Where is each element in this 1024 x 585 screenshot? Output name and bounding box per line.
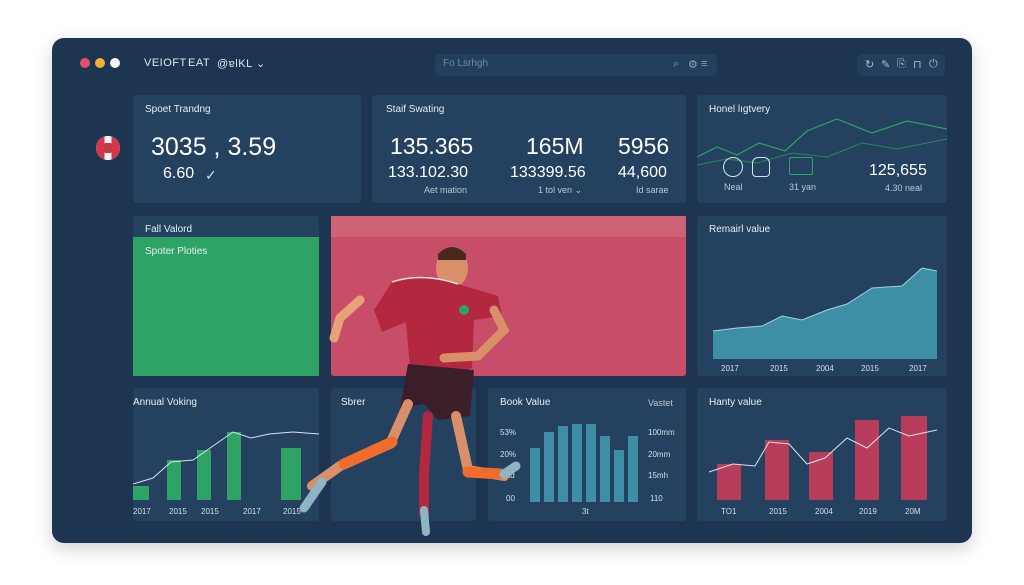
sport-trending-card: Spoet Trandng 3035 , 3.59 6.60 ✓: [133, 95, 361, 203]
search-bar[interactable]: Fo Lsrhgh ⌕ ⚙ ≡: [435, 54, 717, 76]
honel-lightvery-card: Honel lıgtvery Neal 31 yan 125,655 4.30 …: [697, 95, 947, 203]
x-tick: 2015: [769, 507, 787, 516]
stat-value-1: 135.365: [390, 133, 474, 159]
x-tick: 2015: [201, 507, 219, 516]
x-tick: 2017: [721, 364, 739, 373]
card-title: Spoet Trandng: [145, 104, 211, 115]
search-icon[interactable]: ⌕: [673, 58, 680, 70]
y-tick-right: 20mm: [648, 450, 671, 459]
lock-icon[interactable]: ⊓: [913, 59, 922, 71]
panel-title: Remairl value: [709, 224, 771, 235]
y-tick-right: 100mm: [648, 428, 675, 437]
area-chart: [712, 267, 938, 359]
stat-subvalue-2: 133399.56: [510, 164, 586, 181]
y-tick-left: 53%: [500, 428, 517, 437]
maximize-window-icon[interactable]: [110, 58, 120, 68]
hero-header: [331, 216, 686, 237]
x-tick: 2015: [861, 364, 879, 373]
stat-subvalue-3: 44,600: [618, 164, 667, 181]
x-tick: 2017: [133, 507, 151, 516]
search-placeholder: Fo Lsrhgh: [443, 58, 489, 69]
x-tick: 2017: [909, 364, 927, 373]
metric-value: 125,655: [869, 162, 927, 179]
card-title: Staif Swating: [386, 104, 445, 115]
shirt-icon: [752, 157, 770, 177]
panel-title: Sbrer: [341, 397, 366, 408]
edit-icon[interactable]: ✎: [881, 59, 891, 71]
stat-value-3: 5956: [618, 133, 670, 159]
x-tick: 3t: [582, 507, 589, 516]
stat-caption-1: Aet mation: [424, 185, 468, 195]
bar-chart: [530, 424, 638, 502]
icon-label-2: 31 yan: [789, 182, 817, 192]
gear-icon: [723, 157, 743, 177]
y-tick-left: 20%: [500, 450, 517, 459]
panel-title: Fall Valord: [145, 224, 193, 235]
close-window-icon[interactable]: [80, 58, 90, 68]
x-tick: 2015: [283, 507, 301, 516]
settings-icon[interactable]: ⚙: [688, 59, 698, 71]
x-tick: 2019: [859, 507, 877, 516]
y-tick-right: 15mh: [648, 471, 669, 480]
y-tick-left: 00: [506, 494, 515, 503]
y-tick-right: 110: [650, 494, 663, 503]
card-title: Honel lıgtvery: [709, 104, 771, 115]
bar-line-chart: [133, 431, 319, 500]
soccer-player-illustration: [299, 247, 521, 536]
x-tick: 2017: [243, 507, 261, 516]
copy-icon[interactable]: ⎘: [897, 58, 906, 70]
menu-item-dropdown[interactable]: @ɐlKL ⌄: [217, 58, 266, 70]
stat-caption-3: Id sarae: [636, 185, 669, 195]
team-badge-icon[interactable]: [96, 136, 120, 160]
power-icon[interactable]: ⏻: [929, 58, 938, 70]
hero-panel: [331, 216, 686, 376]
fall-valord-panel: Fall Valord Spoter Ploties: [133, 216, 319, 376]
panel-subtitle: Spoter Ploties: [145, 246, 208, 257]
panel-title: Hanty value: [709, 397, 762, 408]
stat-subvalue-1: 133.102.30: [388, 164, 469, 181]
panel-right-title: Vastet: [648, 398, 673, 408]
metric-subvalue: 4.30 neal: [885, 183, 923, 193]
toolbar: ↻ ✎ ⎘ ⊓ ⏻: [857, 54, 945, 76]
secondary-value: 6.60: [163, 165, 195, 182]
x-tick: TO1: [721, 507, 737, 516]
book-value-panel: Book Value Vastet 53% 20% 8id 00 100mm 2…: [488, 388, 686, 521]
refresh-icon[interactable]: ↻: [865, 59, 875, 71]
stat-sweting-card: Staif Swating 135.365 165M 5956 133.102.…: [372, 95, 686, 203]
check-icon: ✓: [205, 167, 217, 183]
remairl-value-panel: Remairl value 2017 2015 2004 2015 2017: [697, 216, 947, 376]
primary-value: 3035 , 3.59: [151, 133, 277, 161]
x-tick: 2004: [815, 507, 833, 516]
menu-icon[interactable]: ≡: [701, 58, 708, 70]
x-tick: 2015: [770, 364, 788, 373]
dashboard-window: VEIOFT EAT @ɐlKL ⌄ Fo Lsrhgh ⌕ ⚙ ≡ ↻ ✎ ⎘…: [52, 38, 972, 543]
green-area: [133, 237, 319, 376]
annual-voking-panel: Annual Voking 2017 2015 2015 2017 2015: [133, 388, 319, 521]
top-bar: VEIOFT EAT @ɐlKL ⌄ Fo Lsrhgh ⌕ ⚙ ≡ ↻ ✎ ⎘…: [52, 38, 972, 90]
menu-item-veioft[interactable]: VEIOFT: [144, 57, 187, 69]
bar-line-chart: [708, 416, 938, 500]
panel-title: Book Value: [500, 397, 551, 408]
hanty-value-panel: Hanty value TO1 2015 2004 2019 20M: [697, 388, 947, 521]
x-tick: 2004: [816, 364, 834, 373]
monitor-icon: [789, 157, 813, 175]
stat-caption-2[interactable]: 1 tol ven ⌄: [538, 185, 583, 195]
minimize-window-icon[interactable]: [95, 58, 105, 68]
x-tick: 2015: [169, 507, 187, 516]
x-tick: 20M: [905, 507, 921, 516]
stat-value-2: 165M: [526, 133, 584, 159]
menu-item-eat[interactable]: EAT: [188, 57, 211, 69]
panel-title: Annual Voking: [133, 397, 197, 408]
icon-label-1: Neal: [724, 182, 743, 192]
